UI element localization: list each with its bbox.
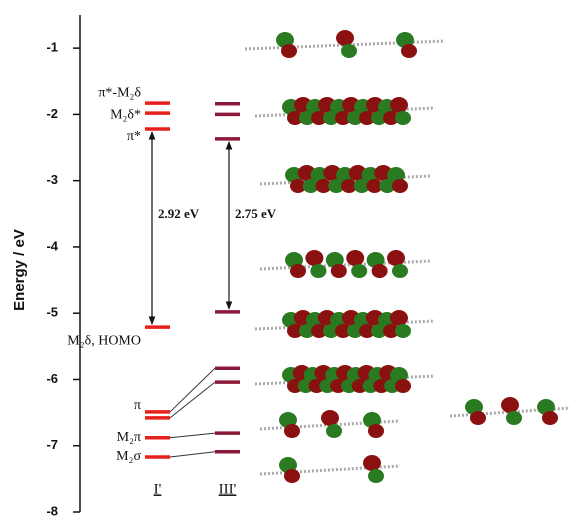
- lobe: [331, 264, 347, 278]
- lobe: [321, 410, 339, 426]
- lobe: [542, 411, 558, 425]
- series-label: III': [219, 481, 237, 497]
- y-tick-label: -1: [46, 40, 58, 55]
- orbital-images: [245, 30, 570, 483]
- lobe: [401, 44, 417, 58]
- gap-label: 2.92 eV: [158, 206, 200, 221]
- connector: [170, 382, 215, 418]
- lobe: [387, 250, 405, 266]
- y-tick-label: -6: [46, 371, 58, 386]
- lobe: [501, 397, 519, 413]
- lobe: [392, 264, 408, 278]
- y-tick-label: -8: [46, 503, 58, 518]
- lobe: [326, 424, 342, 438]
- lobe: [284, 469, 300, 483]
- y-axis-label: Energy / eV: [11, 229, 28, 311]
- lobe: [470, 411, 486, 425]
- y-tick-label: -5: [46, 305, 58, 320]
- lobe: [290, 264, 306, 278]
- lobe: [368, 424, 384, 438]
- connector: [170, 452, 215, 457]
- lobe: [372, 264, 388, 278]
- level-label: M₂σ: [116, 449, 141, 464]
- lobe: [305, 250, 323, 266]
- lobe: [390, 97, 408, 113]
- lobe: [395, 111, 411, 125]
- y-tick-label: -3: [46, 172, 58, 187]
- level-label: M₂π: [117, 430, 141, 445]
- level-label: M₂δ*: [110, 107, 141, 122]
- lobe: [341, 44, 357, 58]
- lobe: [395, 379, 411, 393]
- lobe: [351, 264, 367, 278]
- connector: [170, 368, 215, 412]
- lobe: [284, 424, 300, 438]
- y-tick-label: -7: [46, 437, 58, 452]
- lobe: [336, 30, 354, 46]
- lobe: [390, 310, 408, 326]
- lobe: [506, 411, 522, 425]
- lobe: [281, 44, 297, 58]
- lobe: [310, 264, 326, 278]
- lobe: [363, 455, 381, 471]
- connector: [170, 433, 215, 438]
- level-label: π*-M₂δ: [98, 85, 141, 100]
- lobe: [392, 179, 408, 193]
- y-tick-label: -2: [46, 106, 58, 121]
- gap-label: 2.75 eV: [235, 206, 277, 221]
- chart: Energy / eV -8 -7 -6 -5 -4 -3 -2 -1 π*-M₂δ M₂δ* π*…: [0, 0, 580, 519]
- series-label: I': [154, 481, 162, 497]
- lobe: [368, 469, 384, 483]
- level-label: π*: [127, 129, 141, 144]
- lobe: [346, 250, 364, 266]
- level-label: M₂δ, HOMO: [67, 333, 141, 348]
- level-label: π: [134, 398, 141, 413]
- y-tick-label: -4: [46, 238, 58, 253]
- lobe: [395, 324, 411, 338]
